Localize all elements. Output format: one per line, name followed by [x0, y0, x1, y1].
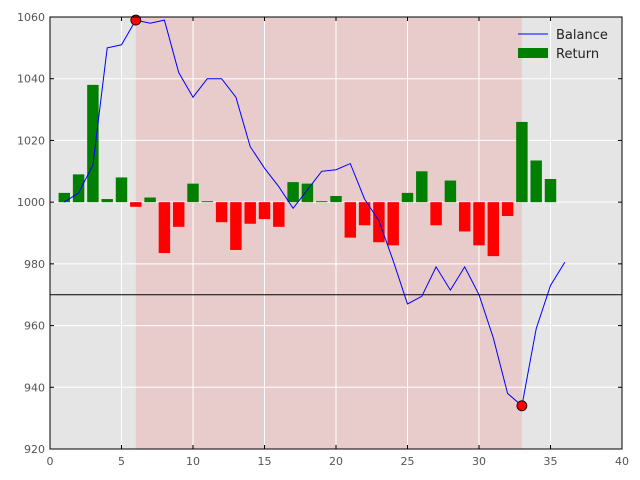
return-bar — [73, 174, 84, 202]
y-tick-label: 1060 — [17, 11, 45, 24]
return-bar — [101, 199, 112, 202]
return-bar — [488, 202, 499, 256]
legend-return-label: Return — [556, 47, 599, 62]
return-bar — [273, 202, 284, 227]
return-bar — [345, 202, 356, 237]
return-bar — [330, 196, 341, 202]
x-tick-label: 35 — [544, 455, 558, 468]
x-tick-label: 0 — [47, 455, 54, 468]
y-tick-label: 1000 — [17, 196, 45, 209]
shaded-band — [136, 17, 522, 449]
return-bar — [130, 202, 141, 207]
return-bar — [502, 202, 513, 216]
return-bar — [530, 160, 541, 202]
return-bar — [416, 171, 427, 202]
return-bar — [430, 202, 441, 225]
return-bar — [459, 202, 470, 231]
y-tick-label: 1040 — [17, 73, 45, 86]
y-tick-label: 920 — [24, 443, 45, 456]
x-tick-label: 40 — [615, 455, 629, 468]
y-tick-label: 940 — [24, 381, 45, 394]
return-bar — [516, 122, 527, 202]
return-bar — [473, 202, 484, 245]
return-bar — [402, 193, 413, 202]
return-bar — [244, 202, 255, 224]
return-bar — [202, 201, 213, 202]
x-tick-label: 20 — [329, 455, 343, 468]
return-bar — [173, 202, 184, 227]
x-tick-label: 25 — [401, 455, 415, 468]
return-bar — [216, 202, 227, 222]
return-bar — [87, 85, 98, 202]
shaded-region — [136, 17, 522, 449]
return-bar — [373, 202, 384, 242]
return-bar — [445, 181, 456, 203]
extreme-marker — [517, 401, 527, 411]
return-bar — [287, 182, 298, 202]
y-tick-label: 980 — [24, 258, 45, 271]
return-bar — [159, 202, 170, 253]
x-tick-label: 15 — [258, 455, 272, 468]
y-tick-label: 1020 — [17, 134, 45, 147]
legend-balance-label: Balance — [556, 28, 608, 43]
return-bar — [316, 201, 327, 202]
return-bar — [144, 198, 155, 203]
x-tick-label: 30 — [472, 455, 486, 468]
return-bar — [59, 193, 70, 202]
return-bar — [116, 177, 127, 202]
y-tick-label: 960 — [24, 320, 45, 333]
legend-return-swatch — [518, 48, 548, 58]
return-bar — [387, 202, 398, 245]
return-bar — [302, 184, 313, 203]
x-tick-label: 10 — [186, 455, 200, 468]
return-bar — [187, 184, 198, 203]
return-bar — [259, 202, 270, 219]
x-tick-label: 5 — [118, 455, 125, 468]
return-bar — [230, 202, 241, 250]
return-bar — [545, 179, 556, 202]
